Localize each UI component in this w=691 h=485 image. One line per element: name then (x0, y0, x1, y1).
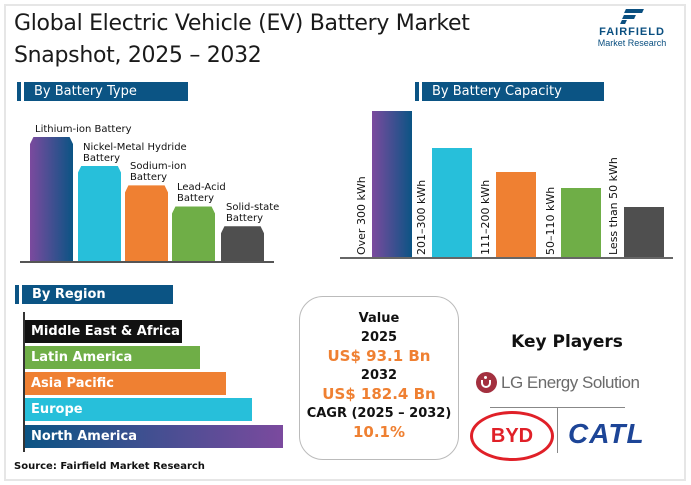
battery-capacity-bar (624, 207, 664, 257)
label-line: Lead-Acid (177, 182, 226, 194)
key-players-title: Key Players (511, 332, 623, 352)
battery-capacity-label: 201–300 kWh (415, 179, 428, 255)
lg-logo: LG Energy Solution (476, 372, 640, 393)
players-divider-h (490, 407, 625, 408)
region-bar: Asia Pacific (25, 372, 227, 395)
battery-capacity-bar (561, 188, 601, 257)
label-line: Lithium-ion Battery (35, 124, 132, 135)
logo-name: FAIRFIELD (599, 26, 665, 38)
battery-type-header: By Battery Type (17, 82, 188, 101)
battery-type-bar (30, 137, 73, 261)
battery-type-label: Lithium-ion Battery (35, 124, 132, 135)
region-bar: North America (25, 425, 283, 448)
region-bar: Latin America (25, 346, 201, 369)
battery-capacity-label: 50–110 kWh (544, 186, 557, 255)
battery-type-bar (125, 185, 168, 261)
value-label: Value (358, 311, 400, 326)
label-line: Solid-state (226, 202, 280, 214)
battery-capacity-label: Over 300 kWh (355, 176, 368, 255)
title-line-1: Global Electric Vehicle (EV) Battery Mar… (14, 11, 470, 36)
fairfield-logo: FAIRFIELD Market Research (586, 8, 678, 48)
logo-sub: Market Research (597, 38, 667, 48)
label-line: Battery (130, 172, 168, 184)
region-header: By Region (15, 285, 173, 304)
title-line-2: Snapshot, 2025 – 2032 (14, 43, 262, 68)
value-box: Value 2025 US$ 93.1 Bn 2032 US$ 182.4 Bn… (299, 296, 459, 460)
value-2025: US$ 93.1 Bn (327, 347, 431, 365)
cagr-value: 10.1% (352, 423, 406, 441)
battery-capacity-bar (496, 172, 536, 257)
label-line: Battery (83, 152, 121, 164)
value-2032: US$ 182.4 Bn (322, 385, 436, 403)
lg-name: LG Energy Solution (501, 372, 640, 392)
panel-frame (4, 4, 686, 481)
region-bar: Europe (25, 398, 253, 421)
battery-capacity-bar (372, 111, 412, 257)
battery-capacity-baseline (340, 257, 673, 259)
battery-type-label: Solid-state Battery (226, 202, 279, 224)
battery-capacity-label: Less than 50 kWh (607, 157, 620, 255)
battery-type-label: Nickel-Metal Hydride Battery (83, 142, 187, 164)
region-axis (23, 312, 25, 452)
source-note: Source: Fairfield Market Research (14, 461, 205, 472)
players-divider-v (557, 408, 558, 453)
year-2025: 2025 (360, 330, 398, 345)
battery-type-bar (221, 226, 264, 261)
battery-capacity-bar (432, 147, 472, 257)
label-line: Battery (177, 193, 215, 205)
battery-type-bar (78, 165, 121, 261)
region-bar: Middle East & Africa (25, 320, 183, 343)
logo-mark-icon (620, 8, 644, 24)
label-line: Nickel-Metal Hydride (83, 141, 187, 153)
catl-logo: CATL (568, 418, 645, 449)
label-line: Sodium-ion (130, 161, 187, 173)
battery-capacity-header: By Battery Capacity (415, 82, 604, 101)
label-line: Battery (226, 213, 264, 225)
page-title: Global Electric Vehicle (EV) Battery Mar… (14, 8, 470, 72)
lg-face-icon (476, 372, 497, 393)
battery-capacity-label: 111–200 kWh (479, 179, 492, 255)
battery-type-label: Sodium-ion Battery (130, 161, 187, 183)
battery-type-bar (172, 206, 215, 261)
battery-type-baseline (20, 261, 274, 263)
year-2032: 2032 (360, 368, 398, 383)
battery-type-label: Lead-Acid Battery (177, 182, 226, 204)
cagr-label: CAGR (2025 – 2032) (306, 406, 452, 421)
byd-logo: BYD (470, 411, 554, 461)
